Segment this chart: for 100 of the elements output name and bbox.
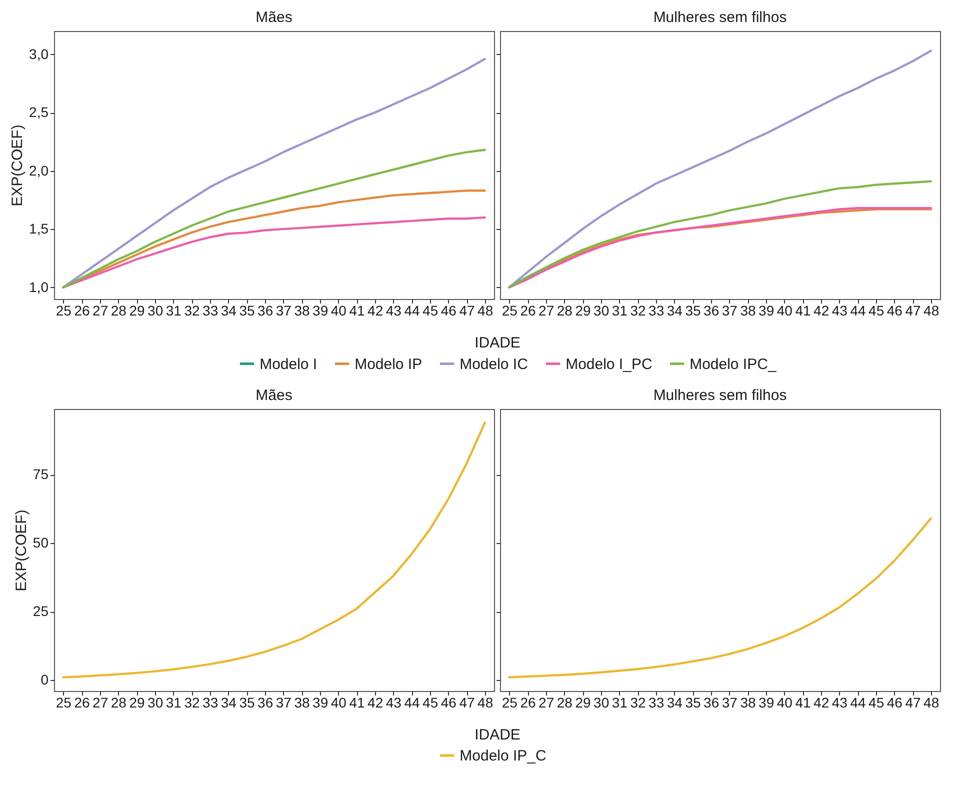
x-tick-label: 46 [886,694,903,710]
x-tick-label: 38 [294,694,310,710]
x-tick-label: 44 [850,302,866,318]
x-tick-label: 40 [330,694,347,710]
x-tick-label: 35 [685,694,701,710]
x-tick-label: 28 [110,302,127,318]
legend-label: Modelo IPC_ [690,356,777,373]
x-tick-label: 46 [440,694,457,710]
x-tick-label: 45 [868,694,884,710]
y-tick-label: 25 [32,603,49,620]
x-tick-label: 48 [924,694,940,710]
chart-title: Mulheres sem filhos [653,9,787,26]
x-tick-label: 40 [776,694,793,710]
legend-label: Modelo IP_C [460,748,547,764]
x-tick-label: 36 [258,694,274,710]
x-tick-label: 37 [276,694,292,710]
x-tick-label: 29 [575,694,591,710]
x-tick-label: 45 [422,302,438,318]
legend-label: Modelo I_PC [566,356,652,373]
x-tick-label: 39 [312,302,328,318]
x-tick-label: 25 [56,302,72,318]
x-tick-label: 48 [924,302,940,318]
x-tick-label: 46 [886,302,903,318]
x-axis-title: IDADE [474,334,520,352]
x-tick-label: 41 [349,694,365,710]
chart-title: Mulheres sem filhos [653,387,787,404]
x-tick-label: 34 [666,302,683,318]
x-tick-label: 30 [148,302,164,318]
x-tick-label: 29 [575,302,591,318]
x-tick-label: 36 [258,302,274,318]
x-tick-label: 27 [92,694,108,710]
x-tick-label: 42 [814,694,830,710]
x-tick-label: 41 [795,302,811,318]
x-tick-label: 27 [92,302,108,318]
x-tick-label: 36 [704,302,720,318]
x-tick-label: 43 [386,302,402,318]
x-tick-label: 33 [648,302,664,318]
x-tick-label: 47 [905,694,921,710]
x-tick-label: 26 [520,694,536,710]
y-tick-label: 2,0 [29,162,49,178]
x-tick-label: 39 [312,694,328,710]
x-tick-label: 32 [184,302,200,318]
x-tick-label: 45 [422,694,438,710]
x-tick-label: 26 [74,302,90,318]
x-tick-label: 44 [850,694,866,710]
x-tick-label: 41 [349,302,365,318]
line-series [62,422,486,678]
x-tick-label: 37 [722,694,738,710]
x-tick-label: 43 [832,302,848,318]
x-tick-label: 32 [630,694,646,710]
y-tick-label: 1,0 [29,278,49,295]
x-tick-label: 28 [556,302,573,318]
x-tick-label: 30 [148,694,164,710]
y-tick-label: 3,0 [29,46,49,62]
legend-label: Modelo IC [460,356,528,373]
x-tick-label: 25 [502,694,518,710]
x-tick-label: 32 [184,694,200,710]
x-tick-label: 37 [722,302,738,318]
x-tick-label: 42 [368,694,384,710]
x-tick-label: 40 [776,302,793,318]
x-tick-label: 35 [685,302,701,318]
line-series [62,58,486,288]
x-tick-label: 29 [129,302,145,318]
x-tick-label: 33 [648,694,664,710]
legend-label: Modelo I [260,356,318,373]
x-tick-label: 36 [704,694,720,710]
x-tick-label: 33 [202,694,218,710]
x-tick-label: 34 [666,694,683,710]
x-tick-label: 46 [440,302,457,318]
x-tick-label: 31 [612,694,628,710]
x-tick-label: 44 [404,694,420,710]
x-tick-label: 42 [814,302,830,318]
x-tick-label: 34 [220,694,237,710]
x-tick-label: 25 [502,302,518,318]
x-tick-label: 38 [740,302,756,318]
x-tick-label: 31 [166,302,182,318]
x-tick-label: 31 [166,694,182,710]
y-tick-label: 0 [40,672,49,688]
x-tick-label: 26 [74,694,90,710]
y-tick-label: 75 [32,466,49,482]
x-tick-label: 43 [832,694,848,710]
x-tick-label: 48 [478,302,494,318]
x-tick-label: 38 [294,302,310,318]
x-tick-label: 26 [520,302,536,318]
y-tick-label: 50 [32,534,49,551]
y-tick-label: 1,5 [29,220,49,237]
chart-title: Mães [256,9,292,26]
x-tick-label: 47 [459,302,475,318]
x-tick-label: 35 [239,302,255,318]
x-tick-label: 29 [129,694,145,710]
legend-label: Modelo IP [354,356,422,373]
x-tick-label: 39 [758,694,774,710]
x-tick-label: 28 [556,694,573,710]
x-tick-label: 27 [538,302,554,318]
y-axis-title: EXP(COEF) [9,124,26,206]
x-tick-label: 33 [202,302,218,318]
x-tick-label: 28 [110,694,127,710]
x-tick-label: 27 [538,694,554,710]
x-tick-label: 37 [276,302,292,318]
x-tick-label: 43 [386,694,402,710]
